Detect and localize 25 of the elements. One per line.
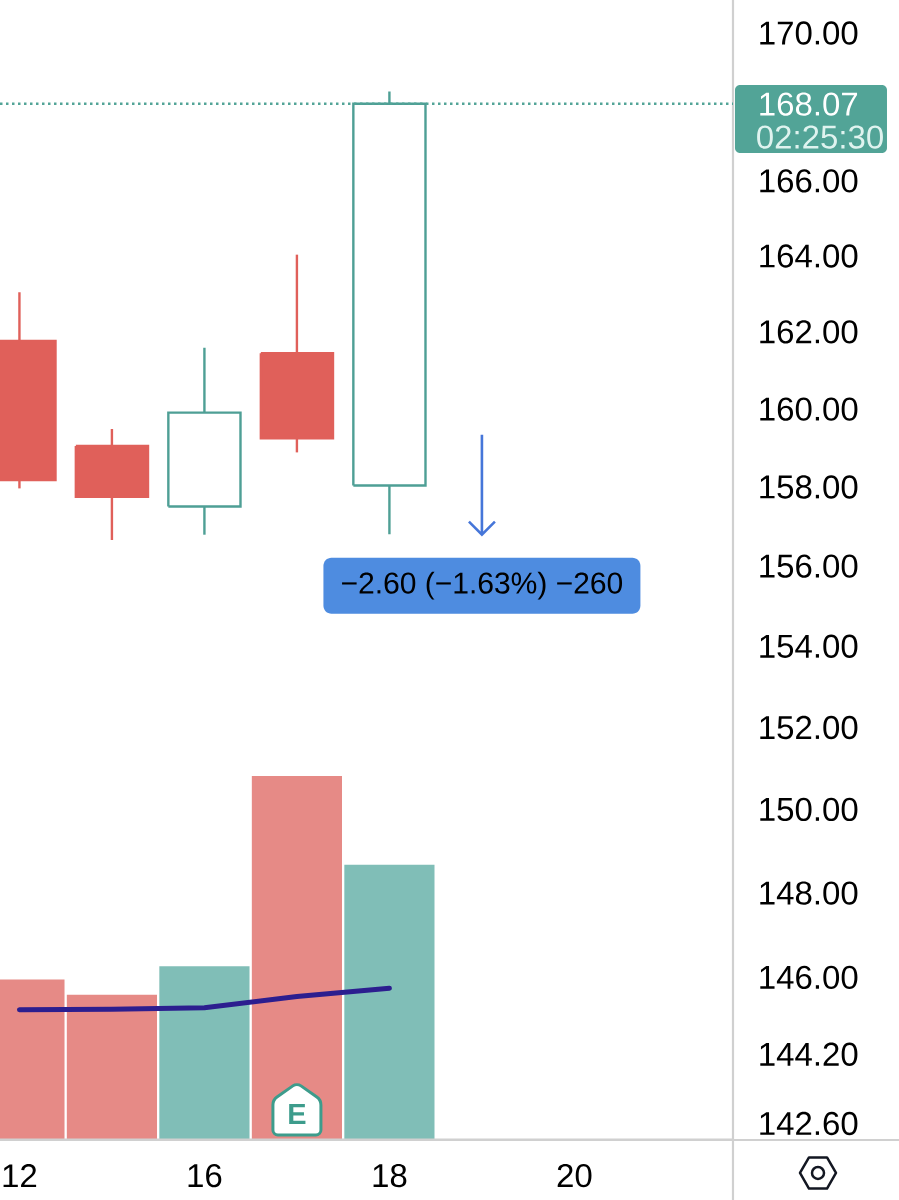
y-tick-label: 164.00 — [760, 244, 858, 268]
text: 02:25:30 — [757, 125, 883, 149]
y-tick-label: 158.00 — [760, 475, 858, 499]
annotation: −2.60 (−1.63%) −260 — [342, 571, 623, 600]
y-tick-label: 166.00 — [760, 169, 858, 193]
y-tick-label: 152.00 — [760, 715, 858, 740]
bar — [344, 864, 435, 1140]
y-tick-label: 160.00 — [760, 397, 858, 421]
y-tick-label: 154.00 — [760, 634, 858, 658]
x-tick-label: 20 — [557, 1163, 592, 1188]
y-tick-label: 162.00 — [760, 320, 858, 344]
x-tick-label: 18 — [373, 1163, 407, 1188]
x-tick-label: 12 — [3, 1164, 37, 1188]
y-tick-label: 170.00 — [760, 21, 858, 45]
y-tick-label: 144.20 — [760, 1042, 858, 1066]
y-tick-label: 156.00 — [760, 554, 858, 578]
y-tick-label: 150.00 — [760, 797, 858, 822]
ref-line-label: 168.07 — [760, 92, 858, 116]
y-tick-label: 142.60 — [760, 1111, 858, 1136]
y-tick-label: 148.00 — [760, 881, 858, 905]
annotation: E — [289, 1104, 306, 1124]
bar — [251, 775, 343, 1140]
bar — [159, 966, 250, 1140]
y-tick-label: 146.00 — [760, 965, 858, 990]
x-tick-label: 16 — [188, 1163, 222, 1188]
